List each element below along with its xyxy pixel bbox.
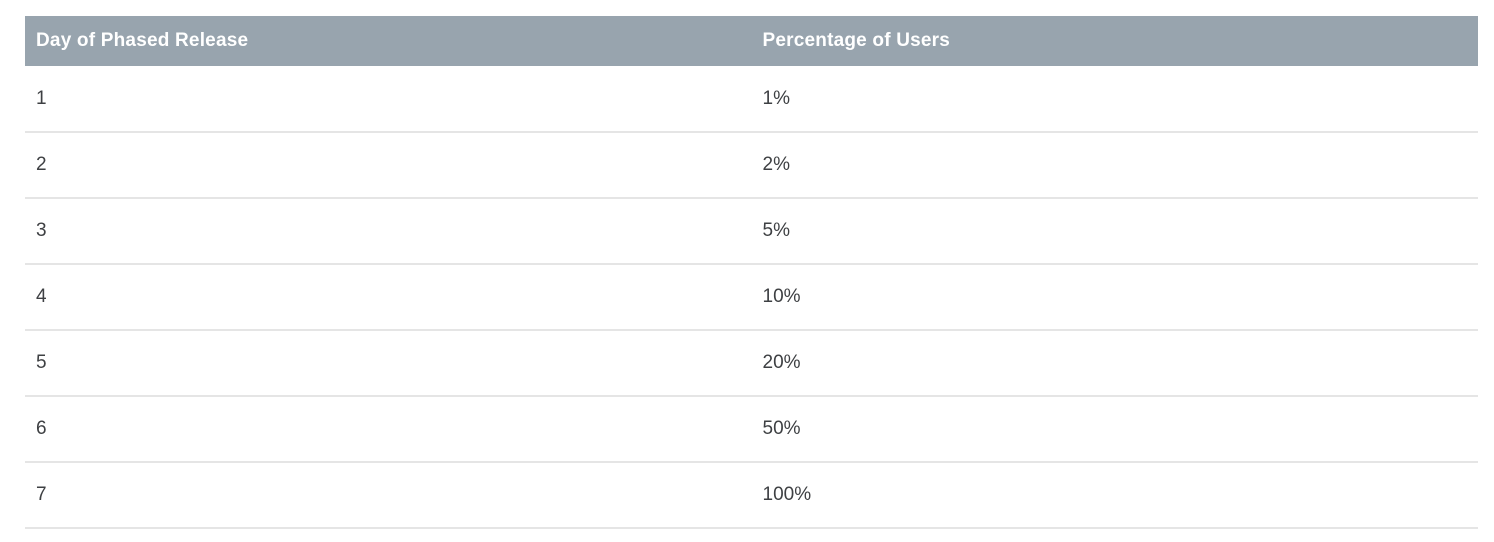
table-row: 7 100% bbox=[25, 462, 1478, 529]
table-row: 6 50% bbox=[25, 396, 1478, 463]
day-cell: 5 bbox=[25, 330, 752, 397]
phased-release-table-container: Day of Phased Release Percentage of User… bbox=[25, 16, 1478, 529]
table-row: 5 20% bbox=[25, 330, 1478, 397]
day-cell: 4 bbox=[25, 264, 752, 331]
day-cell: 3 bbox=[25, 198, 752, 265]
table-row: 3 5% bbox=[25, 198, 1478, 265]
day-cell: 7 bbox=[25, 462, 752, 529]
day-cell: 2 bbox=[25, 132, 752, 199]
phased-release-table: Day of Phased Release Percentage of User… bbox=[25, 16, 1478, 529]
table-body: 1 1% 2 2% 3 5% 4 10% 5 20% 6 50% bbox=[25, 66, 1478, 529]
table-row: 2 2% bbox=[25, 132, 1478, 199]
percentage-cell: 100% bbox=[751, 462, 1478, 529]
table-row: 4 10% bbox=[25, 264, 1478, 331]
percentage-cell: 1% bbox=[751, 66, 1478, 133]
percentage-cell: 10% bbox=[751, 264, 1478, 331]
header-row: Day of Phased Release Percentage of User… bbox=[25, 16, 1478, 66]
table-row: 1 1% bbox=[25, 66, 1478, 133]
percentage-cell: 20% bbox=[751, 330, 1478, 397]
percentage-cell: 50% bbox=[751, 396, 1478, 463]
day-cell: 1 bbox=[25, 66, 752, 133]
day-cell: 6 bbox=[25, 396, 752, 463]
table-header: Day of Phased Release Percentage of User… bbox=[25, 16, 1478, 66]
column-header-percentage-of-users: Percentage of Users bbox=[751, 16, 1478, 66]
column-header-day-of-phased-release: Day of Phased Release bbox=[25, 16, 752, 66]
percentage-cell: 2% bbox=[751, 132, 1478, 199]
percentage-cell: 5% bbox=[751, 198, 1478, 265]
